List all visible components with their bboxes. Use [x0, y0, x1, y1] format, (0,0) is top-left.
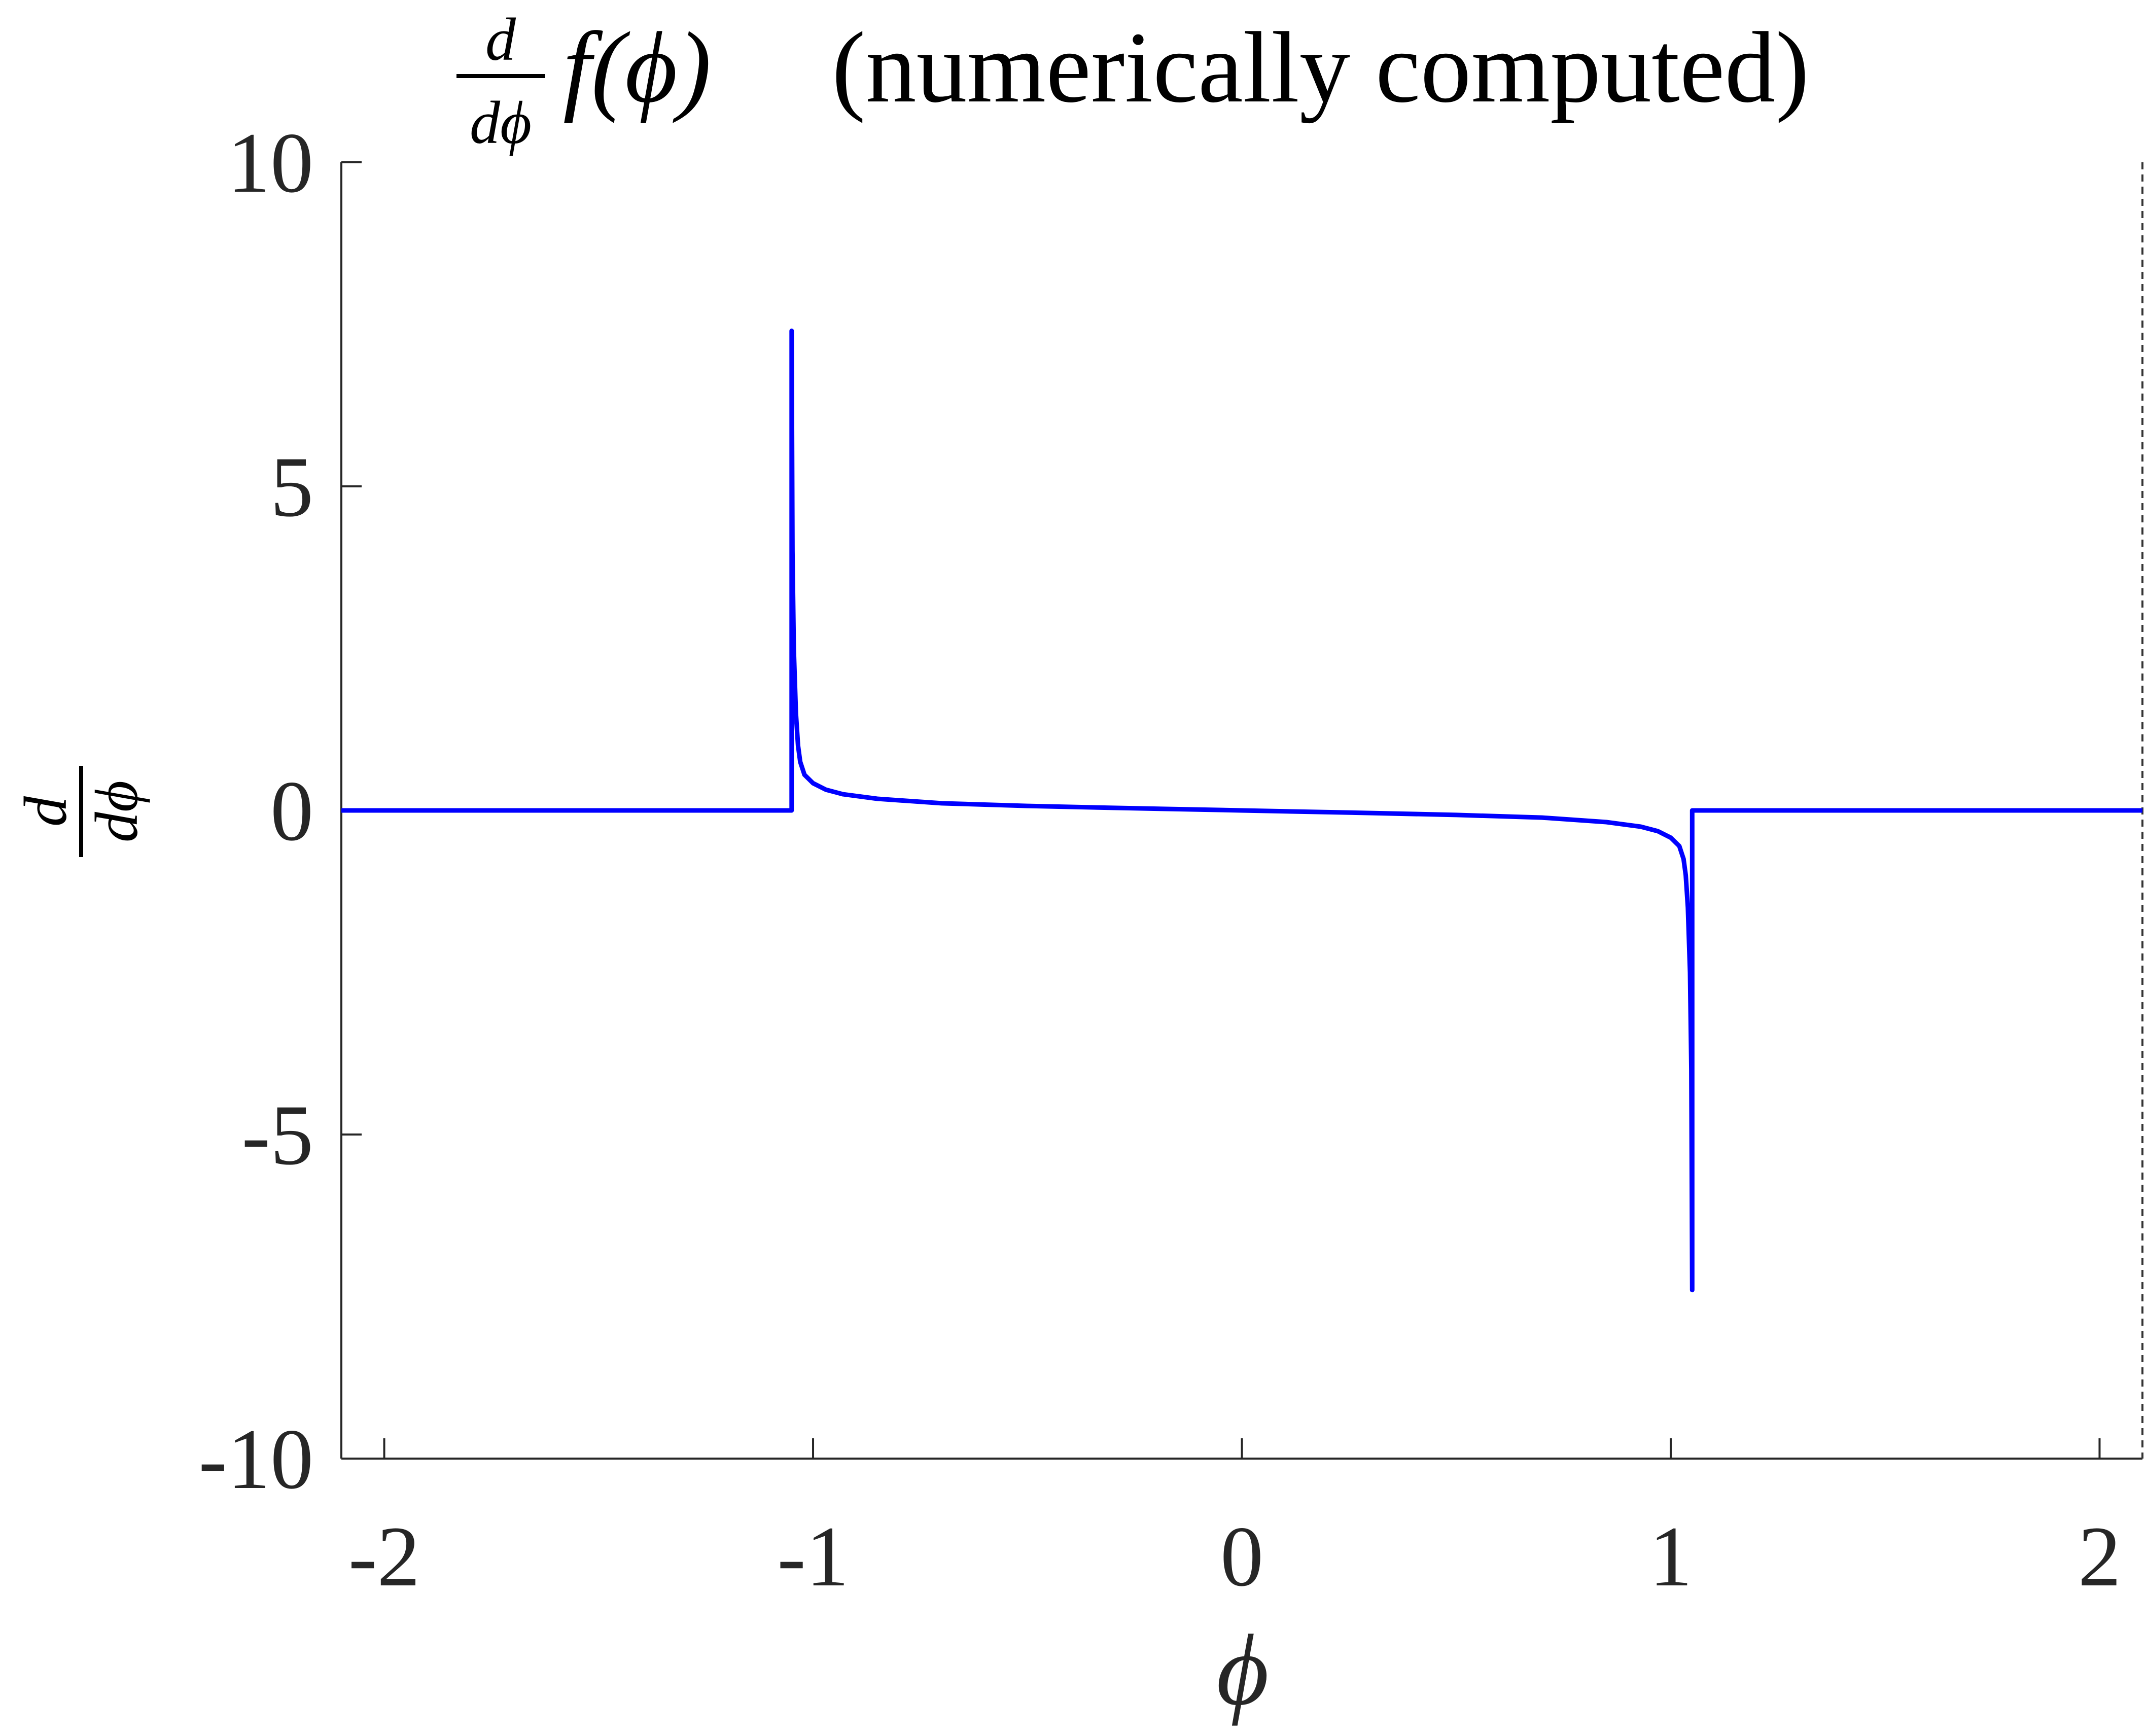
ylabel-frac-denominator: dϕ	[83, 781, 150, 842]
x-tick-label: 1	[1649, 1509, 1692, 1604]
x-tick-label: -1	[777, 1509, 849, 1604]
series-layer	[341, 328, 2142, 1293]
x-tick-label: 2	[2078, 1509, 2121, 1604]
title-suffix: (numerically computed)	[832, 12, 1809, 124]
y-tick-label: -10	[198, 1411, 313, 1507]
y-axis-label: d dϕ	[12, 766, 150, 857]
title-frac-numerator: d	[485, 6, 516, 73]
series-line	[341, 328, 2142, 1293]
x-axis-label: ϕ	[1216, 1614, 1269, 1726]
title-frac-denominator: dϕ	[470, 89, 532, 156]
x-tick-label: 0	[1220, 1509, 1263, 1604]
y-tick-label: 0	[270, 763, 313, 859]
y-ticks: -10 -5 0 5 10	[198, 115, 362, 1507]
x-tick-label: -2	[348, 1509, 420, 1604]
y-tick-label: 10	[227, 115, 313, 210]
x-ticks: -2 -1 0 1 2	[348, 1438, 2121, 1604]
chart-title: d dϕ f(ϕ) (numerically computed)	[456, 6, 1809, 156]
ylabel-frac-numerator: d	[12, 796, 79, 827]
y-tick-label: 5	[270, 439, 313, 535]
y-tick-label: -5	[241, 1087, 313, 1183]
title-function: f(ϕ)	[563, 12, 711, 124]
